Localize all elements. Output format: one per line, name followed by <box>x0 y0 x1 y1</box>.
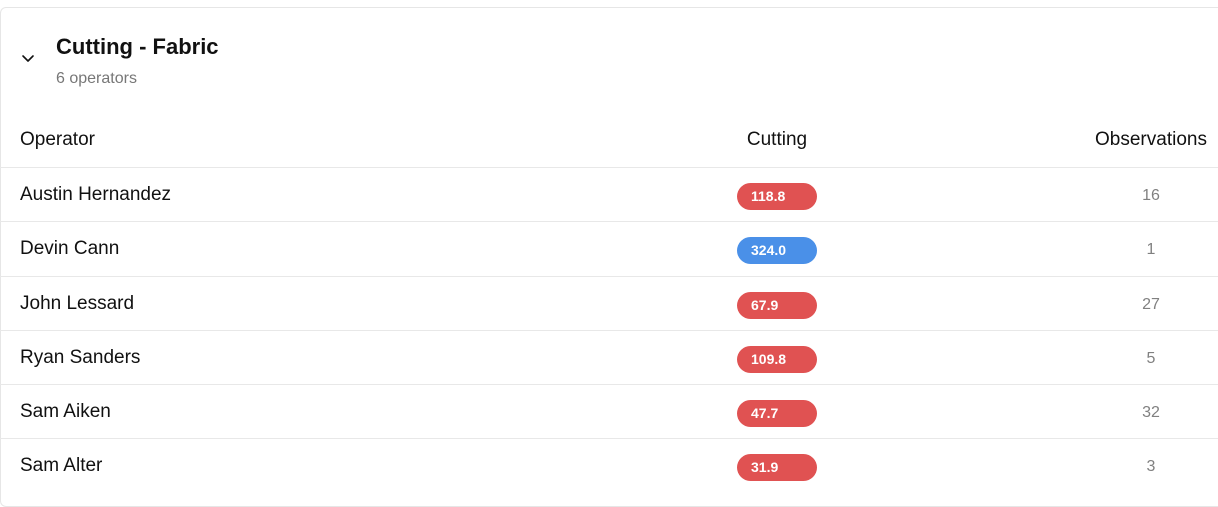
operator-name: Sam Aiken <box>20 401 111 423</box>
table-row[interactable]: Devin Cann 324.0 1 <box>0 222 1218 277</box>
operator-name: Devin Cann <box>20 238 120 260</box>
column-header-cutting[interactable]: Cutting <box>746 129 808 150</box>
observations-count: 32 <box>1142 404 1160 422</box>
table-row[interactable]: Austin Hernandez 118.8 16 <box>0 168 1218 223</box>
cutting-badge: 118.8 <box>737 183 817 210</box>
column-header-observations[interactable]: Observations <box>1095 129 1207 150</box>
cutting-badge: 324.0 <box>737 237 817 265</box>
table-body: Austin Hernandez 118.8 16 Devin Cann 324… <box>0 168 1218 494</box>
operator-name: Ryan Sanders <box>20 346 141 368</box>
cutting-badge: 47.7 <box>737 400 817 428</box>
observations-count: 27 <box>1142 295 1160 313</box>
operator-name: Sam Alter <box>20 455 103 477</box>
section-title: Cutting - Fabric <box>56 34 219 59</box>
column-header-operator[interactable]: Operator <box>20 129 95 150</box>
operator-name: John Lessard <box>20 292 135 314</box>
observations-count: 3 <box>1146 458 1156 476</box>
cutting-badge: 31.9 <box>737 454 817 482</box>
section-subtitle: 6 operators <box>56 70 137 87</box>
observations-count: 1 <box>1146 241 1156 259</box>
chevron-down-icon[interactable] <box>20 50 36 66</box>
cutting-badge: 67.9 <box>737 291 817 319</box>
section-card <box>0 7 1218 507</box>
table-header: Operator Cutting Observations <box>0 114 1218 168</box>
table-row[interactable]: Ryan Sanders 109.8 5 <box>0 331 1218 386</box>
operator-name: Austin Hernandez <box>20 184 172 205</box>
table-row[interactable]: Sam Aiken 47.7 32 <box>0 385 1218 440</box>
section-header[interactable]: Cutting - Fabric 6 operators <box>0 0 1218 100</box>
table-row[interactable]: Sam Alter 31.9 3 <box>0 439 1218 493</box>
observations-count: 5 <box>1146 349 1156 367</box>
cutting-badge: 109.8 <box>737 345 817 373</box>
observations-count: 16 <box>1142 187 1160 204</box>
table-row[interactable]: John Lessard 67.9 27 <box>0 277 1218 331</box>
